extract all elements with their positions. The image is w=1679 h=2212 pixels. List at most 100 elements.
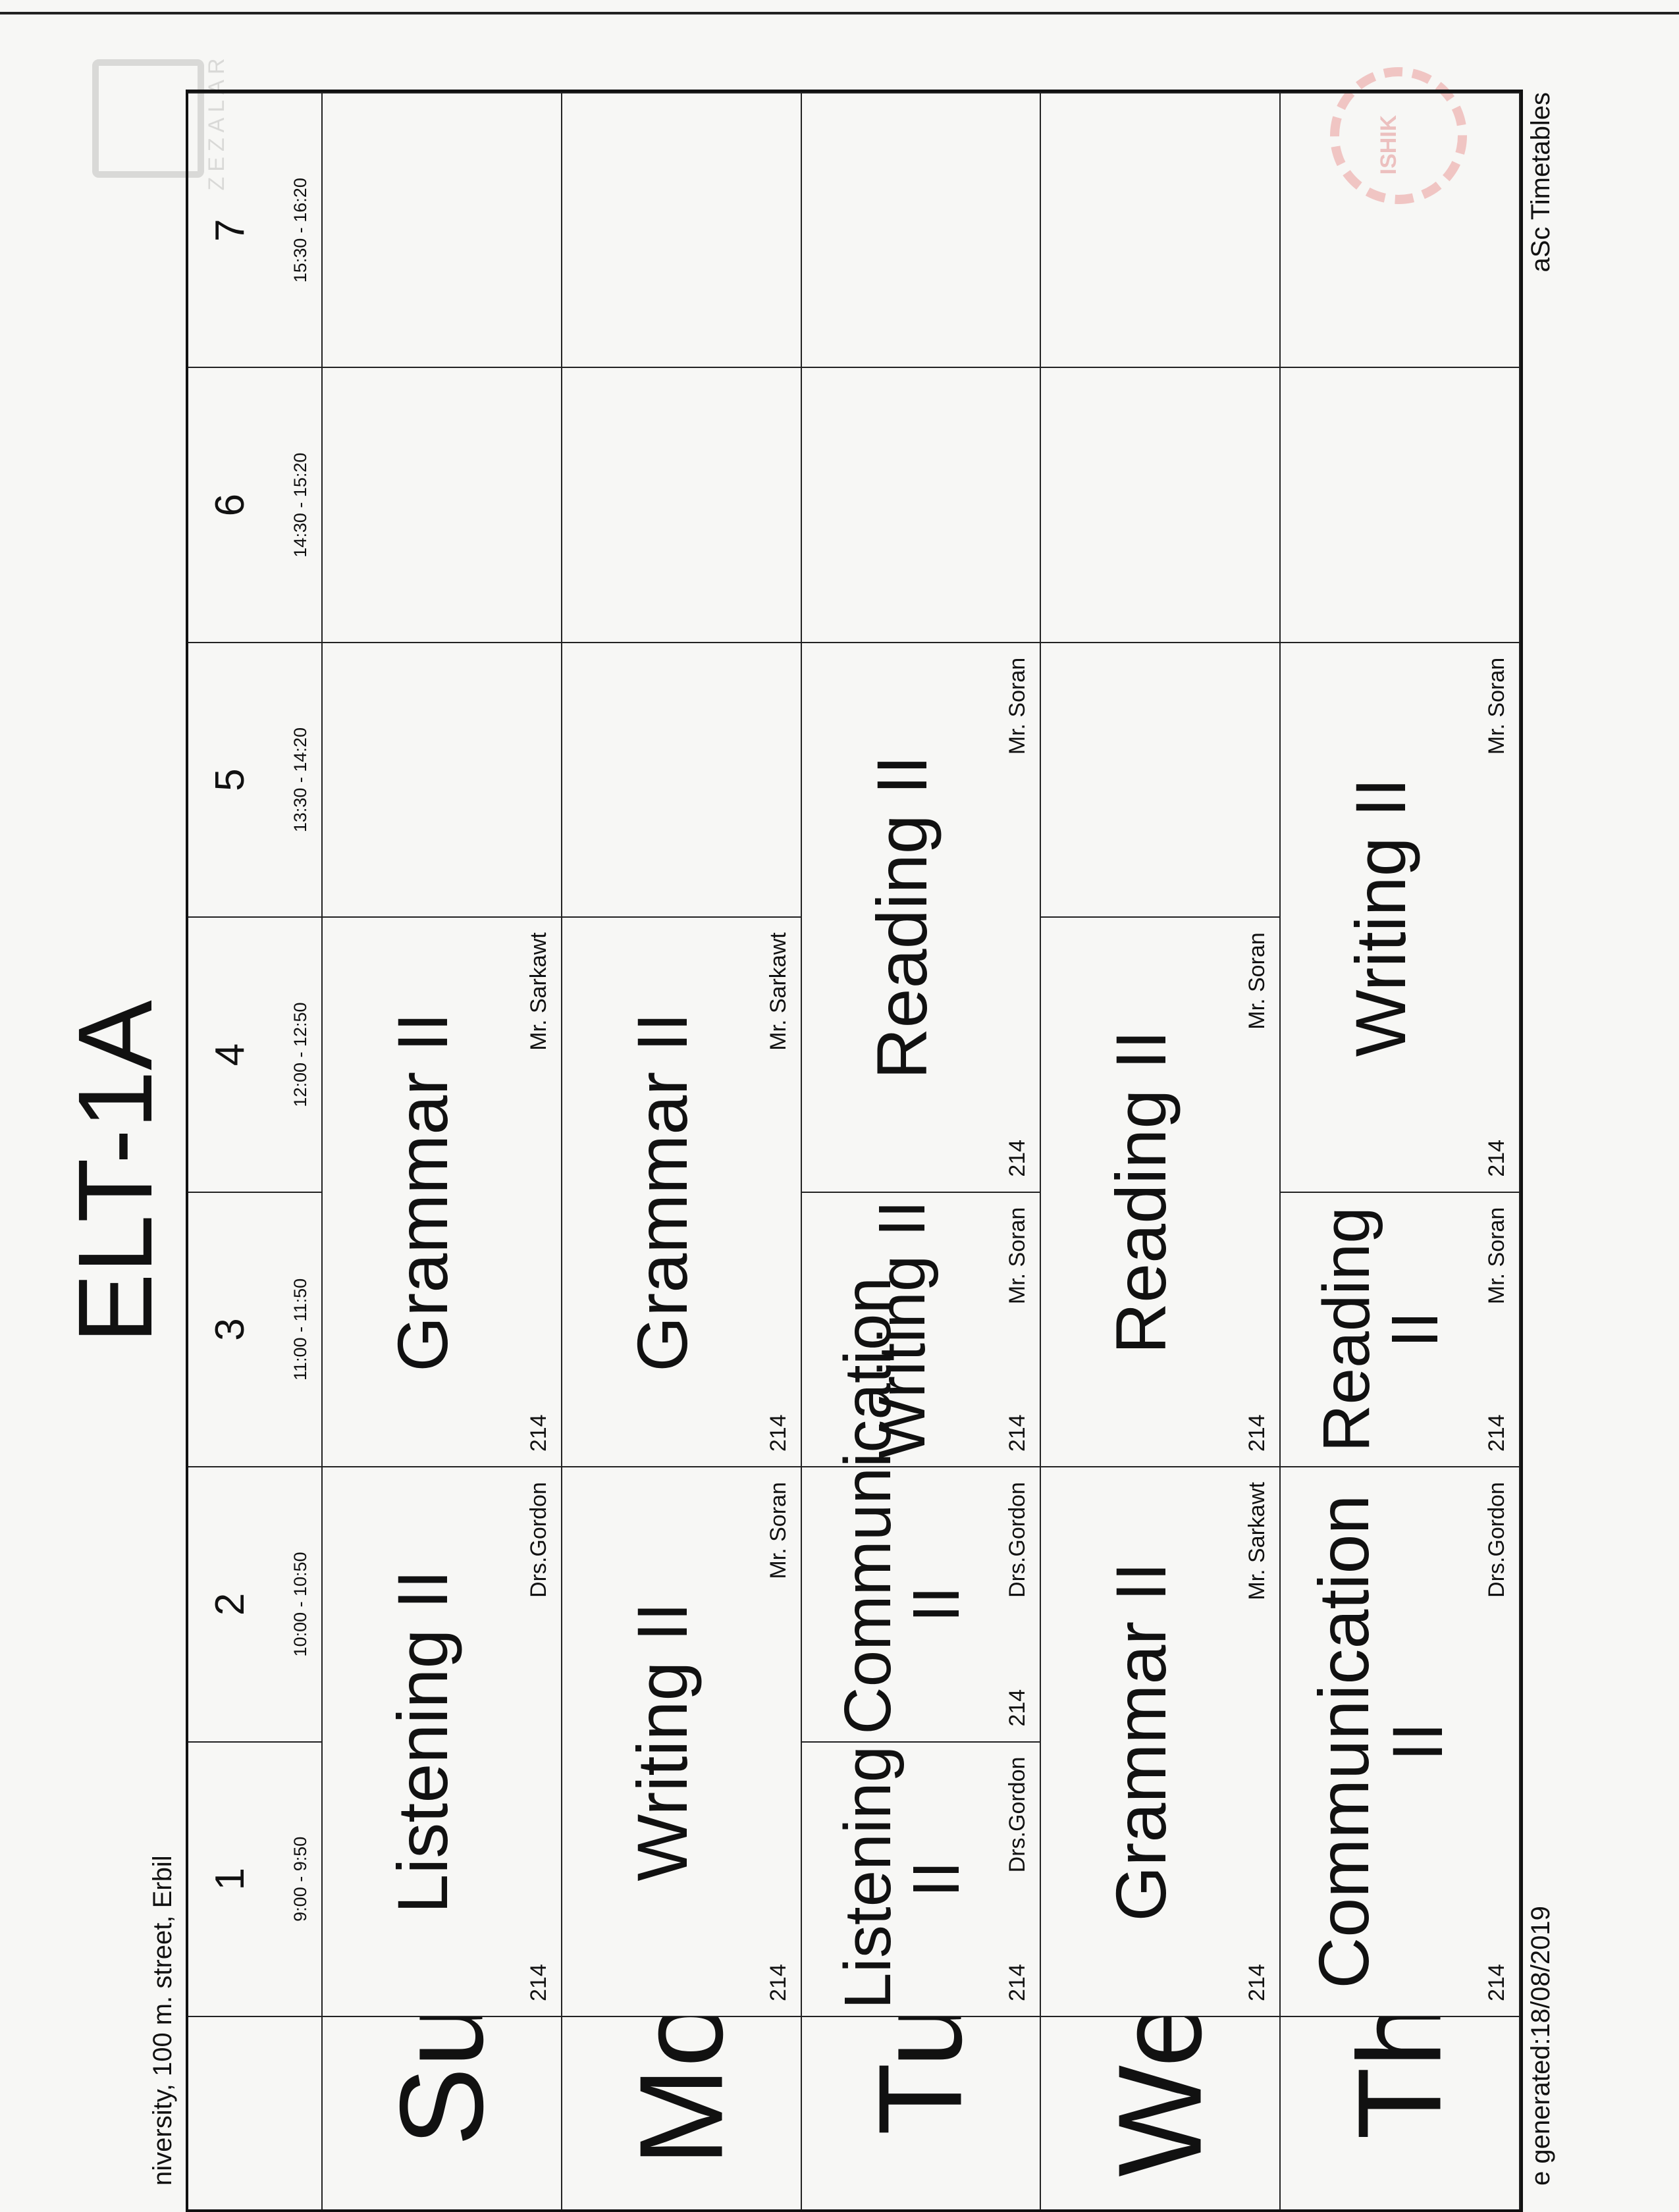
day-label-cell: We — [1041, 2016, 1281, 2209]
lesson-cell: Listening II 214 Drs.Gordon — [801, 1741, 1042, 2016]
day-label-cell: Su — [323, 2016, 562, 2209]
day-label: We — [1094, 2016, 1227, 2177]
period-number: 3 — [207, 1318, 253, 1341]
subject-name: Grammar II — [382, 1012, 462, 1372]
period-time: 14:30 - 15:20 — [290, 452, 310, 558]
teacher-name: Drs.Gordon — [1005, 1756, 1030, 1873]
teacher-name: Drs.Gordon — [1005, 1482, 1030, 1598]
room-number: 214 — [1483, 1964, 1509, 2001]
room-number: 214 — [1005, 1414, 1030, 1452]
subject-name: Grammar II — [622, 1012, 702, 1372]
teacher-name: Mr. Sarkawt — [525, 932, 551, 1051]
room-number: 214 — [1005, 1139, 1030, 1177]
subject-name: Listening II — [830, 1745, 973, 2009]
empty-cell — [323, 641, 562, 917]
lesson-cell: Grammar II 214 Mr. Sarkawt — [562, 916, 802, 1467]
period-header: 6 14:30 - 15:20 — [188, 367, 323, 642]
lesson-cell: Writing II 214 Mr. Soran — [562, 1466, 802, 2016]
teacher-name: Mr. Sarkawt — [765, 932, 791, 1051]
period-header: 4 12:00 - 12:50 — [188, 916, 323, 1192]
day-label: Su — [375, 2016, 508, 2147]
subject-name: Listening II — [382, 1569, 462, 1914]
lesson-cell: Grammar II 214 Mr. Sarkawt — [323, 916, 562, 1467]
subject-name: Reading II — [1101, 1030, 1181, 1354]
subject-name: Writing II — [622, 1602, 702, 1882]
period-number: 7 — [207, 219, 253, 242]
period-time: 9:00 - 9:50 — [290, 1836, 310, 1922]
lesson-cell: Communication II 214 Drs.Gordon — [1281, 1466, 1520, 2016]
lesson-cell: Writing II 214 Mr. Soran — [801, 1191, 1042, 1467]
room-number: 214 — [1244, 1414, 1270, 1452]
lesson-cell: Reading II 214 Mr. Soran — [1041, 916, 1281, 1467]
empty-cell — [562, 92, 802, 367]
room-number: 214 — [765, 1964, 791, 2001]
corner-cell — [188, 2016, 323, 2209]
period-number: 1 — [207, 1868, 253, 1891]
scan-edge-line — [0, 12, 1679, 14]
day-label-cell: Mo — [562, 2016, 802, 2209]
generated-date: e generated:18/08/2019 — [1526, 1906, 1555, 2186]
timetable-grid: 1 9:00 - 9:50 2 10:00 - 10:50 3 11:00 - 11:50… — [186, 90, 1523, 2212]
period-time: 10:00 - 10:50 — [290, 1552, 310, 1657]
empty-cell — [562, 641, 802, 917]
empty-cell — [1041, 92, 1281, 367]
page-title: ELT-1A — [56, 1000, 174, 1344]
teacher-name: Mr. Soran — [1005, 657, 1030, 755]
lesson-cell: Reading II 214 Mr. Soran — [801, 641, 1042, 1192]
period-time: 11:00 - 11:50 — [290, 1278, 310, 1381]
subject-name: Reading II — [1310, 1207, 1452, 1452]
day-label-cell: Tu — [801, 2016, 1042, 2209]
period-number: 4 — [207, 1043, 253, 1066]
address-text: niversity, 100 m. street, Erbil — [148, 1855, 177, 2186]
empty-cell — [562, 367, 802, 642]
lesson-cell: Reading II 214 Mr. Soran — [1281, 1191, 1520, 1467]
empty-cell — [323, 92, 562, 367]
day-label-cell: Th — [1281, 2016, 1520, 2209]
lesson-cell: Grammar II 214 Mr. Sarkawt — [1041, 1466, 1281, 2016]
day-label: Mo — [615, 2016, 748, 2167]
software-credit: aSc Timetables — [1526, 92, 1555, 273]
period-header: 3 11:00 - 11:50 — [188, 1191, 323, 1467]
period-number: 2 — [207, 1593, 253, 1616]
teacher-name: Mr. Soran — [1005, 1207, 1030, 1305]
empty-cell — [1281, 92, 1520, 367]
subject-name: Writing II — [1341, 777, 1421, 1057]
lesson-cell: Communication II 214 Drs.Gordon — [801, 1277, 1042, 1741]
period-header: 7 15:30 - 16:20 — [188, 92, 323, 367]
room-number: 214 — [1005, 1689, 1030, 1727]
subject-name: Communication II — [830, 1277, 973, 1735]
subject-name: Grammar II — [1101, 1562, 1181, 1922]
empty-cell — [1041, 367, 1281, 642]
subject-name: Reading II — [861, 755, 942, 1080]
room-number: 214 — [1483, 1414, 1509, 1452]
room-number: 214 — [1483, 1139, 1509, 1177]
room-number: 214 — [765, 1414, 791, 1452]
room-number: 214 — [525, 1964, 551, 2001]
empty-cell — [1041, 641, 1281, 917]
period-header: 1 9:00 - 9:50 — [188, 1741, 323, 2016]
period-time: 12:00 - 12:50 — [290, 1002, 310, 1107]
empty-cell — [1281, 367, 1520, 642]
period-header: 5 13:30 - 14:20 — [188, 641, 323, 917]
period-number: 5 — [207, 768, 253, 791]
empty-cell — [801, 367, 1042, 642]
day-label: Th — [1333, 2016, 1466, 2140]
subject-name: Writing II — [865, 1200, 939, 1459]
period-number: 6 — [207, 493, 253, 517]
room-number: 214 — [525, 1414, 551, 1452]
room-number: 214 — [1244, 1964, 1270, 2001]
lesson-cell: Listening II 214 Drs.Gordon — [323, 1466, 562, 2016]
subject-name: Communication II — [1304, 1494, 1458, 1989]
lesson-cell: Writing II 214 Mr. Soran — [1281, 641, 1520, 1192]
day-label: Tu — [854, 2016, 987, 2136]
teacher-name: Drs.Gordon — [525, 1482, 551, 1598]
teacher-name: Mr. Sarkawt — [1244, 1482, 1270, 1600]
period-time: 13:30 - 14:20 — [290, 727, 310, 833]
teacher-name: Mr. Soran — [1244, 932, 1270, 1030]
empty-cell — [801, 92, 1042, 367]
period-header: 2 10:00 - 10:50 — [188, 1466, 323, 1741]
teacher-name: Mr. Soran — [1483, 1207, 1509, 1305]
room-number: 214 — [1005, 1964, 1030, 2001]
teacher-name: Drs.Gordon — [1483, 1482, 1509, 1598]
